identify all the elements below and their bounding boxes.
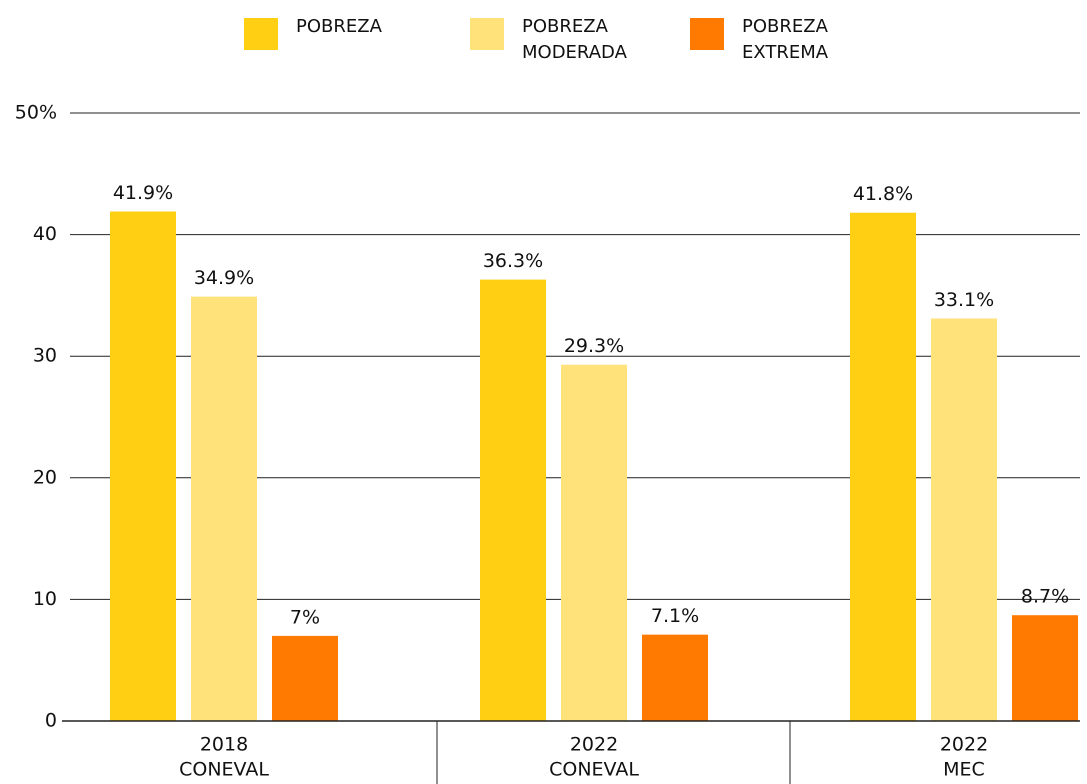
x-tick-label: 2022 [570,734,618,756]
value-label: 33.1% [934,289,994,311]
bar [191,296,257,721]
y-tick-label: 0 [45,710,57,732]
bar [850,212,916,721]
legend-swatch [470,18,504,50]
y-tick-label: 30 [33,345,57,367]
value-label: 34.9% [194,267,254,289]
value-label: 29.3% [564,335,624,357]
x-tick-label: CONEVAL [179,759,269,781]
value-label: 41.8% [853,183,913,205]
bar [110,211,176,721]
bar [931,318,997,721]
legend-swatch [690,18,724,50]
legend-item: POBREZA MODERADA [470,14,652,66]
bar [480,279,546,721]
x-tick-label: 2018 [200,734,248,756]
y-tick-label: 50% [15,102,57,124]
bar [1012,615,1078,721]
bar [272,635,338,721]
y-tick-label: 20 [33,466,57,488]
bar [642,634,708,721]
legend-item: POBREZA [244,14,426,50]
value-label: 36.3% [483,250,543,272]
value-label: 8.7% [1021,586,1069,608]
x-tick-label: MEC [943,759,985,781]
value-label: 41.9% [113,182,173,204]
legend-item: POBREZA EXTREMA [690,14,872,66]
value-label: 7% [290,606,320,628]
legend-swatch [244,18,278,50]
legend-label: POBREZA EXTREMA [742,16,829,63]
legend-label: POBREZA [296,16,382,37]
value-label: 7.1% [651,605,699,627]
x-tick-label: CONEVAL [549,759,639,781]
bar [561,364,627,721]
x-tick-label: 2022 [940,734,988,756]
y-tick-label: 40 [33,223,57,245]
y-tick-label: 10 [33,588,57,610]
legend-label: POBREZA MODERADA [522,16,627,63]
